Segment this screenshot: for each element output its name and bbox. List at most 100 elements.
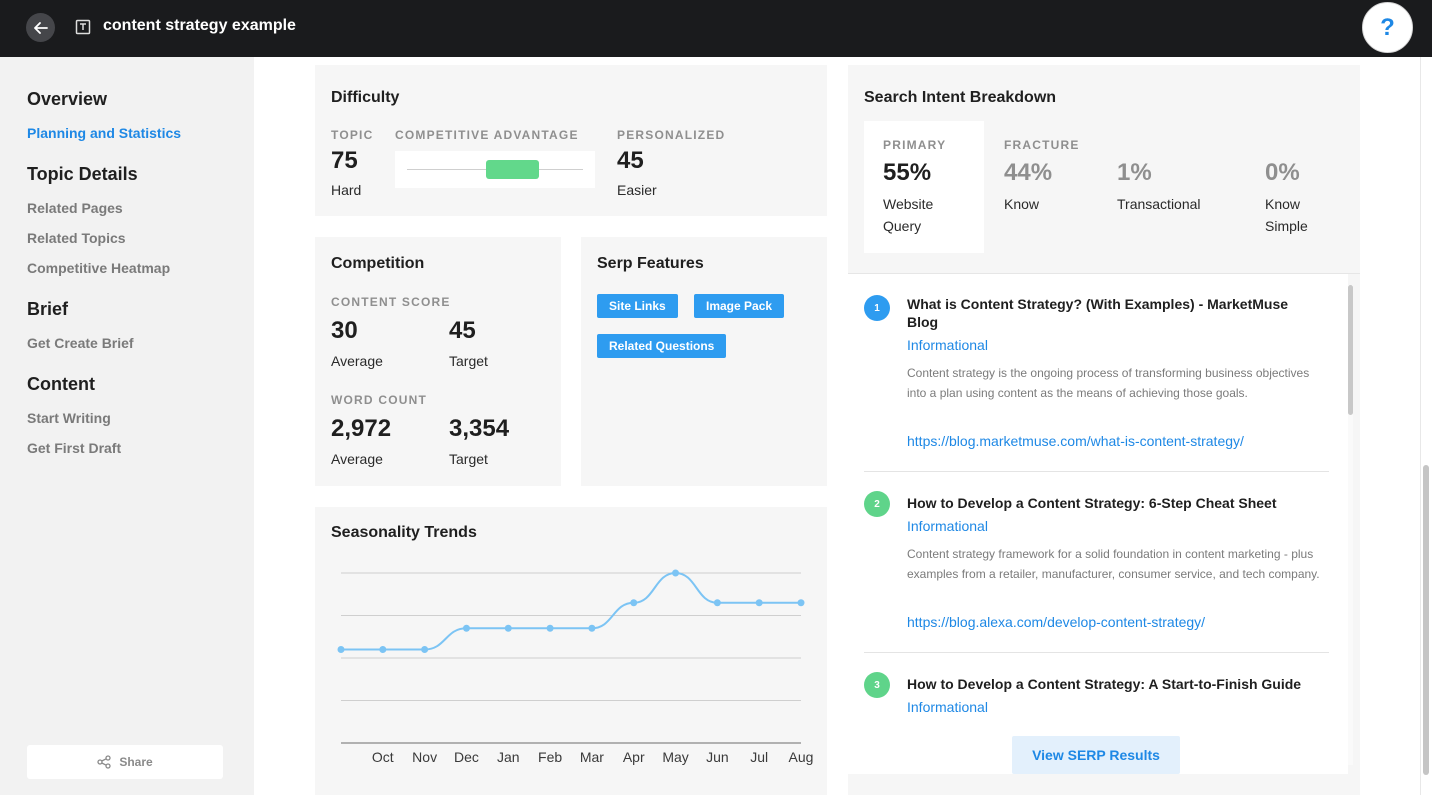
fracture-type-line2: Simple [1265, 218, 1308, 234]
topic-value: 75 [331, 147, 358, 174]
result-rank-badge: 2 [864, 491, 890, 517]
result-url[interactable]: https://blog.marketmuse.com/what-is-cont… [907, 433, 1244, 449]
search-intent-card: Search Intent Breakdown PRIMARY 55% Webs… [848, 65, 1360, 795]
results-scrollbar-thumb[interactable] [1348, 285, 1353, 415]
sidebar: Overview Planning and Statistics Topic D… [0, 57, 254, 795]
sidebar-item-related-pages[interactable]: Related Pages [27, 200, 123, 216]
seasonality-chart: Oct Nov Dec Jan Feb Mar Apr May Jun Jul Aug [337, 569, 813, 765]
seasonality-card: Seasonality Trends Oct Nov Dec Jan Feb Mar Apr… [315, 507, 827, 795]
content-score-label: CONTENT SCORE [331, 295, 451, 309]
main-content: Difficulty TOPIC 75 Hard COMPETITIVE ADV… [254, 57, 1420, 795]
data-point [755, 599, 763, 607]
results-divider [848, 273, 1360, 274]
primary-type-line1: Website [883, 196, 934, 212]
data-point [462, 624, 470, 632]
page-scrollbar[interactable] [1420, 57, 1432, 795]
sidebar-item-competitive-heatmap[interactable]: Competitive Heatmap [27, 260, 171, 276]
result-description: Content strategy framework for a solid f… [907, 547, 1320, 581]
primary-type-line2: Query [883, 218, 922, 234]
data-point [713, 599, 721, 607]
data-point [630, 599, 638, 607]
data-point [546, 624, 554, 632]
x-tick-label: Nov [412, 749, 437, 765]
serp-feature-site-links[interactable]: Site Links [597, 294, 678, 318]
primary-intent-box: PRIMARY 55% Website Query [864, 121, 984, 253]
result-title[interactable]: What is Content Strategy? (With Examples… [907, 296, 1289, 330]
data-point [672, 569, 680, 577]
x-tick-label: Jun [706, 749, 729, 765]
result-rank-badge: 1 [864, 295, 890, 321]
x-tick-label: Jan [497, 749, 520, 765]
data-point [337, 646, 345, 653]
primary-value: 55% [883, 159, 932, 186]
fracture-type: Know [1004, 196, 1040, 212]
document-icon [75, 19, 91, 35]
competition-title: Competition [331, 255, 425, 272]
difficulty-title: Difficulty [331, 89, 400, 106]
sidebar-item-related-topics[interactable]: Related Topics [27, 230, 126, 246]
top-bar: content strategy example ? [0, 0, 1432, 57]
x-tick-label: Oct [372, 749, 394, 765]
gauge-marker [486, 160, 539, 179]
sidebar-heading-topic-details: Topic Details [27, 164, 138, 184]
result-title[interactable]: How to Develop a Content Strategy: 6-Ste… [907, 495, 1277, 511]
serp-feature-image-pack[interactable]: Image Pack [694, 294, 785, 318]
fracture-value: 0% [1265, 159, 1300, 186]
series-line [341, 571, 801, 651]
competitive-advantage-label: COMPETITIVE ADVANTAGE [395, 128, 579, 142]
fracture-value: 1% [1117, 159, 1152, 186]
word-count-target-label: Target [449, 451, 488, 467]
word-count-target: 3,354 [449, 415, 510, 442]
result-intent-tag[interactable]: Informational [907, 699, 988, 715]
data-point [797, 599, 805, 607]
sidebar-item-get-first-draft[interactable]: Get First Draft [27, 440, 122, 456]
fracture-value: 44% [1004, 159, 1053, 186]
x-tick-label: Jul [750, 749, 768, 765]
word-count-average: 2,972 [331, 415, 392, 442]
content-score-average-label: Average [331, 353, 383, 369]
personalized-rating: Easier [617, 182, 657, 198]
x-tick-label: Dec [454, 749, 479, 765]
share-button[interactable]: Share [27, 745, 223, 779]
personalized-value: 45 [617, 147, 644, 174]
sidebar-heading-overview: Overview [27, 89, 108, 109]
data-point [379, 646, 387, 653]
share-icon [97, 755, 111, 769]
results-scrollbar[interactable] [1348, 285, 1353, 765]
help-button[interactable]: ? [1362, 2, 1413, 53]
serp-features-card: Serp Features Site Links Image Pack Rela… [581, 237, 827, 486]
competitive-advantage-gauge [395, 151, 595, 188]
sidebar-item-start-writing[interactable]: Start Writing [27, 410, 111, 426]
sidebar-item-get-create-brief[interactable]: Get Create Brief [27, 335, 134, 351]
data-point [504, 624, 512, 632]
document-title: content strategy example [103, 17, 296, 34]
fracture-label: FRACTURE [1004, 138, 1080, 152]
x-tick-label: Mar [580, 749, 604, 765]
result-title[interactable]: How to Develop a Content Strategy: A Sta… [907, 676, 1302, 692]
x-tick-label: May [662, 749, 688, 765]
result-rank-badge: 3 [864, 672, 890, 698]
page-scrollbar-thumb[interactable] [1423, 465, 1429, 775]
result-url[interactable]: https://blog.alexa.com/develop-content-s… [907, 614, 1206, 630]
sidebar-item-planning-and-statistics[interactable]: Planning and Statistics [27, 125, 182, 141]
share-label: Share [119, 755, 153, 769]
sidebar-heading-content: Content [27, 374, 95, 394]
serp-feature-related-questions[interactable]: Related Questions [597, 334, 727, 358]
topic-label: TOPIC [331, 128, 374, 142]
competition-card: Competition CONTENT SCORE 30 Average 45 … [315, 237, 561, 486]
result-divider [864, 652, 1329, 653]
fracture-type: Know [1265, 196, 1301, 212]
seasonality-title: Seasonality Trends [331, 524, 477, 541]
result-intent-tag[interactable]: Informational [907, 337, 988, 353]
x-tick-label: Feb [538, 749, 562, 765]
result-description: Content strategy is the ongoing process … [907, 366, 1310, 400]
word-count-label: WORD COUNT [331, 393, 427, 407]
result-intent-tag[interactable]: Informational [907, 518, 988, 534]
serp-results-list[interactable]: 1 What is Content Strategy? (With Exampl… [848, 274, 1348, 774]
result-divider [864, 471, 1329, 472]
back-button[interactable] [26, 13, 55, 42]
view-serp-results-button[interactable]: View SERP Results [1012, 736, 1180, 774]
personalized-label: PERSONALIZED [617, 128, 726, 142]
content-score-average: 30 [331, 317, 358, 344]
word-count-average-label: Average [331, 451, 383, 467]
